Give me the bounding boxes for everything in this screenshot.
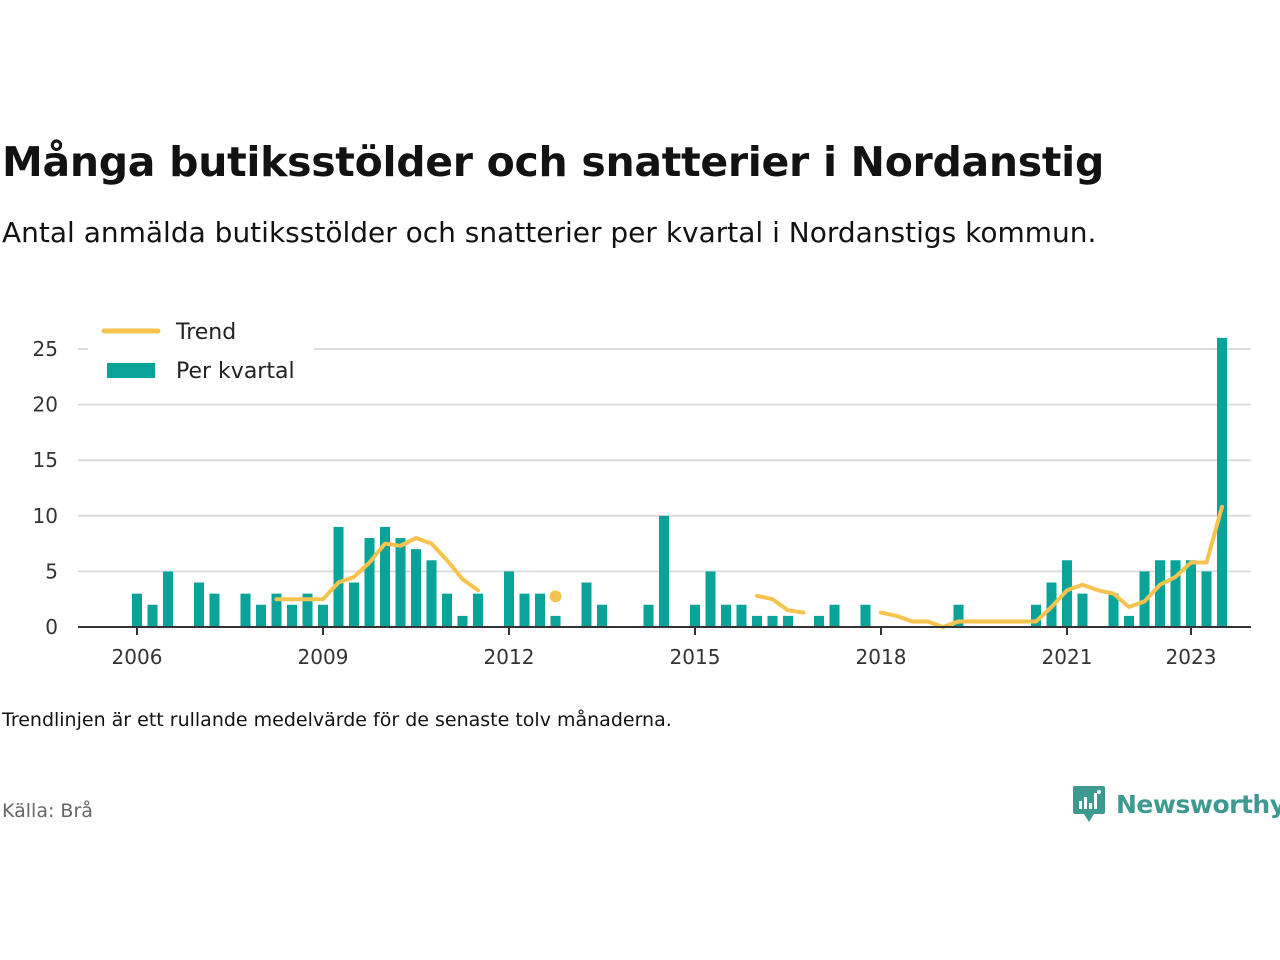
- y-tick-label: 10: [33, 504, 58, 528]
- trend-note: Trendlinjen är ett rullande medelvärde f…: [2, 709, 672, 731]
- trend-line-segment: [879, 504, 1224, 629]
- bar: [333, 526, 344, 627]
- y-tick-label: 15: [33, 448, 58, 472]
- bar: [736, 604, 747, 627]
- x-tick-label: 2015: [670, 645, 721, 669]
- bar: [752, 615, 762, 627]
- x-axis: 2006 2009 2012 2015 2018 2021 2023: [78, 626, 1251, 669]
- bar: [426, 560, 437, 627]
- bar: [643, 604, 654, 627]
- bar: [287, 604, 297, 627]
- bar: [1031, 604, 1041, 627]
- bar: [953, 604, 964, 627]
- bar: [783, 615, 793, 627]
- line-series-trend: [274, 504, 1224, 629]
- y-tick-label: 25: [33, 337, 58, 361]
- bar: [395, 538, 406, 627]
- bar: [209, 593, 220, 627]
- legend-bar-label: Per kvartal: [176, 359, 295, 384]
- y-tick-label: 20: [33, 393, 58, 417]
- bar: [721, 604, 731, 627]
- x-tick-label: 2012: [484, 645, 535, 669]
- bar: [1062, 560, 1072, 627]
- bar: [194, 582, 204, 627]
- bar: [132, 593, 142, 627]
- bar: [240, 593, 251, 627]
- bar: [1186, 560, 1196, 627]
- bar: [1124, 615, 1134, 627]
- bar: [411, 549, 421, 627]
- trend-point: [549, 590, 562, 603]
- bar: [364, 538, 375, 627]
- bar: [550, 615, 561, 627]
- chart-subtitle: Antal anmälda butiksstölder och snatteri…: [2, 216, 1097, 249]
- bar: [597, 604, 607, 627]
- bar: [1077, 593, 1088, 627]
- y-tick-label: 0: [45, 615, 58, 639]
- legend-bar-swatch: [107, 363, 155, 378]
- bar: [302, 593, 313, 627]
- bar: [504, 571, 514, 627]
- bar: [659, 515, 669, 627]
- bar: [163, 571, 173, 627]
- bar: [271, 593, 282, 627]
- bar: [1201, 571, 1212, 627]
- newsworthy-logo-icon: [1073, 786, 1105, 822]
- y-tick-label: 5: [45, 559, 58, 583]
- bar: [519, 593, 530, 627]
- bar: [1108, 593, 1119, 627]
- legend-trend-label: Trend: [175, 320, 236, 345]
- legend: Trend Per kvartal: [88, 316, 314, 394]
- bar: [1170, 560, 1181, 627]
- bar-series-per-kvartal: [132, 337, 1227, 627]
- bar: [1217, 337, 1227, 627]
- y-axis-tick-labels: 0 5 10 15 20 25: [33, 337, 58, 639]
- bar: [1155, 560, 1165, 627]
- bar: [767, 615, 778, 627]
- x-tick-label: 2021: [1042, 645, 1093, 669]
- bar: [829, 604, 840, 627]
- chart-title: Många butiksstölder och snatterier i Nor…: [2, 138, 1104, 186]
- bar: [256, 604, 266, 627]
- bar: [349, 582, 359, 627]
- bar: [690, 604, 700, 627]
- bar: [705, 571, 716, 627]
- source-credit: Källa: Brå: [2, 800, 93, 822]
- bar: [318, 604, 328, 627]
- x-tick-label: 2006: [112, 645, 163, 669]
- bar: [473, 593, 483, 627]
- x-tick-label: 2018: [856, 645, 907, 669]
- trend-line-segment: [755, 593, 806, 615]
- bar: [380, 526, 390, 627]
- bar: [814, 615, 824, 627]
- bar: [860, 604, 871, 627]
- x-tick-label: 2009: [298, 645, 349, 669]
- bar: [442, 593, 452, 627]
- bar: [581, 582, 592, 627]
- bar: [147, 604, 158, 627]
- x-tick-label: 2023: [1166, 645, 1217, 669]
- brand-name: Newsworthy: [1116, 789, 1280, 819]
- newsworthy-logo[interactable]: Newsworthy: [1072, 784, 1280, 824]
- bar: [457, 615, 468, 627]
- bar: [535, 593, 545, 627]
- trend-line-segment: [274, 536, 480, 602]
